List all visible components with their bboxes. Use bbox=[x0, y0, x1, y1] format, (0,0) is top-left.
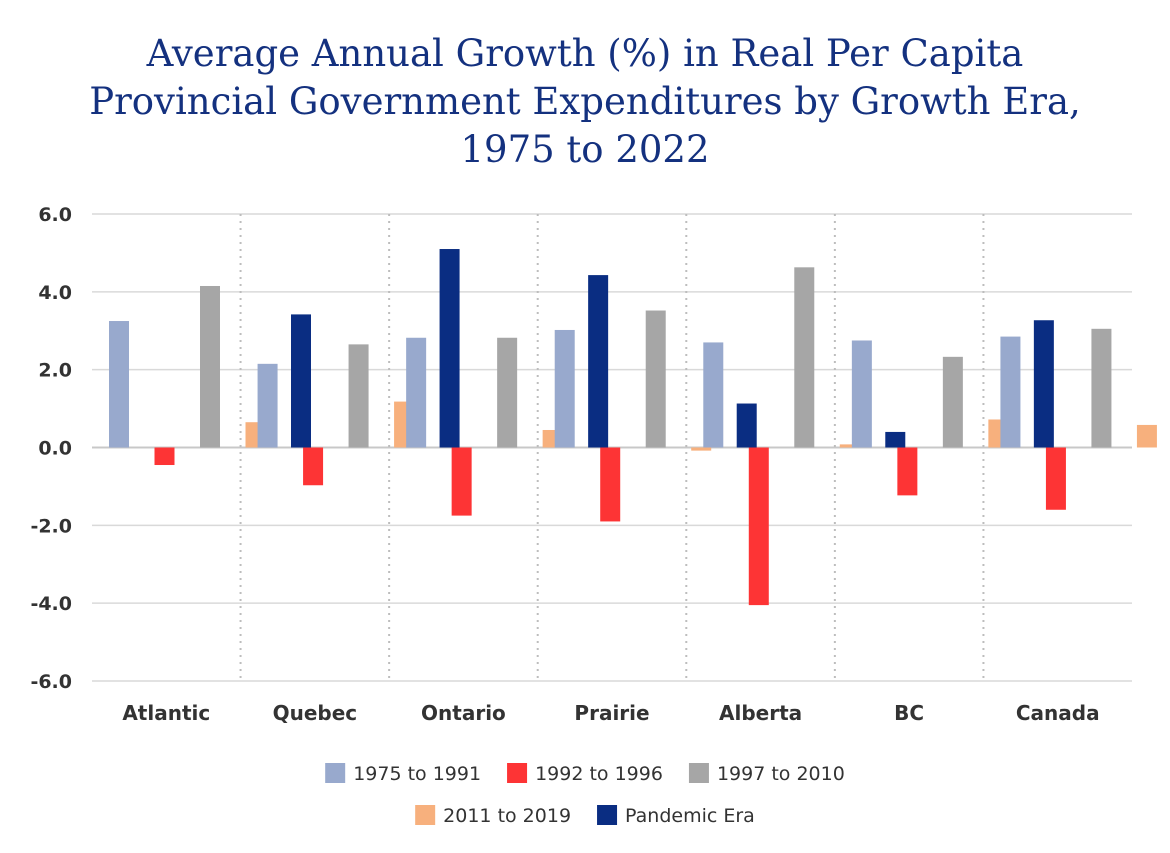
bar bbox=[1045, 447, 1066, 510]
bar bbox=[1091, 328, 1112, 448]
legend-swatch bbox=[325, 763, 346, 783]
bar bbox=[736, 403, 757, 448]
chart-title-line: 1975 to 2022 bbox=[460, 128, 710, 171]
legend-swatch bbox=[597, 805, 618, 825]
bar bbox=[291, 314, 311, 448]
x-category-label: Alberta bbox=[719, 701, 802, 725]
bar bbox=[588, 275, 609, 448]
bar bbox=[703, 342, 724, 448]
legend-swatch bbox=[507, 763, 528, 783]
bar bbox=[691, 447, 712, 451]
y-tick-label: 2.0 bbox=[38, 360, 72, 382]
x-category-label: Prairie bbox=[574, 701, 649, 725]
x-category-label: Ontario bbox=[421, 701, 506, 725]
y-tick-label: -4.0 bbox=[30, 593, 72, 615]
x-category-label: Quebec bbox=[273, 701, 358, 725]
chart-title-line: Average Annual Growth (%) in Real Per Ca… bbox=[146, 32, 1024, 75]
bar bbox=[257, 363, 278, 448]
y-tick-label: 4.0 bbox=[38, 282, 72, 304]
bar bbox=[645, 310, 666, 448]
bar bbox=[303, 447, 324, 486]
bar bbox=[1000, 336, 1021, 448]
bar bbox=[748, 447, 769, 606]
bar bbox=[600, 447, 621, 522]
y-tick-label: 6.0 bbox=[38, 204, 72, 226]
x-category-label: Atlantic bbox=[122, 701, 210, 725]
legend-swatch bbox=[415, 805, 436, 825]
y-tick-label: 0.0 bbox=[38, 438, 72, 460]
bar bbox=[348, 344, 369, 448]
bar bbox=[439, 249, 460, 448]
legend-label: 1997 to 2010 bbox=[717, 763, 845, 785]
legend-label: 2011 to 2019 bbox=[443, 805, 571, 827]
bar bbox=[839, 444, 860, 448]
bar bbox=[794, 267, 815, 448]
bar bbox=[1033, 320, 1054, 448]
y-tick-label: -2.0 bbox=[30, 515, 72, 537]
x-category-label: Canada bbox=[1016, 701, 1100, 725]
x-category-label: BC bbox=[894, 701, 924, 725]
bar bbox=[497, 337, 518, 448]
legend-label: 1975 to 1991 bbox=[353, 763, 481, 785]
bar bbox=[406, 337, 427, 448]
bar bbox=[200, 285, 220, 448]
legend-label: Pandemic Era bbox=[625, 805, 755, 827]
bar bbox=[451, 447, 472, 516]
bar bbox=[109, 321, 129, 448]
legend-label: 1992 to 1996 bbox=[535, 763, 663, 785]
bar bbox=[1136, 424, 1157, 448]
legend-swatch bbox=[688, 763, 709, 783]
bar bbox=[897, 447, 918, 496]
chart-title-line: Provincial Government Expenditures by Gr… bbox=[89, 80, 1081, 123]
bar bbox=[942, 356, 963, 448]
bar bbox=[851, 340, 872, 448]
bar bbox=[885, 431, 906, 448]
bar bbox=[554, 329, 575, 448]
y-tick-label: -6.0 bbox=[30, 671, 72, 693]
chart-title: Average Annual Growth (%) in Real Per Ca… bbox=[0, 30, 1170, 174]
bar bbox=[154, 447, 175, 466]
